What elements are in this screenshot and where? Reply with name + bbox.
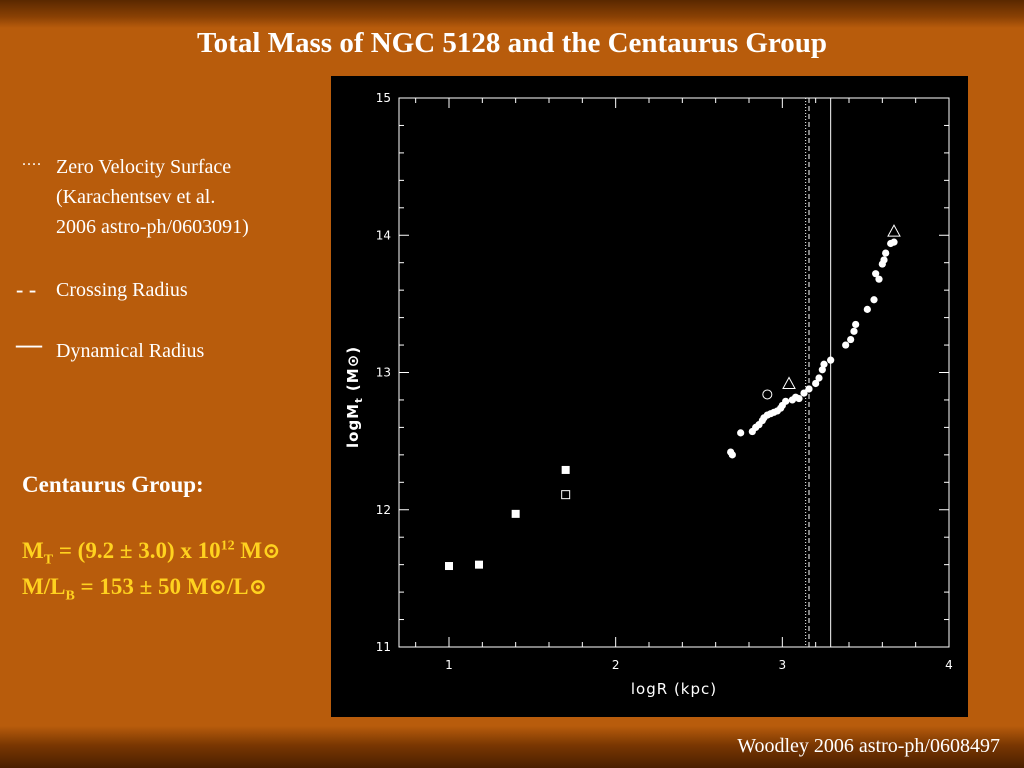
filled-circle-point — [728, 451, 736, 459]
filled-circle-point — [870, 296, 878, 304]
filled-circle-point — [847, 335, 855, 344]
y-tick-label: 15 — [376, 91, 391, 105]
filled-circle-point — [812, 379, 820, 388]
ml-value: = 153 ± 50 M — [74, 574, 209, 599]
y-tick-label: 12 — [376, 503, 391, 517]
filled-circle-point — [795, 394, 803, 403]
legend-dotted-symbol: .... — [22, 152, 42, 169]
mass-unit: M — [234, 538, 263, 563]
filled-circle-point — [815, 374, 823, 382]
open-triangle-point — [887, 224, 901, 237]
filled-circle-point — [852, 320, 860, 329]
slide-title: Total Mass of NGC 5128 and the Centaurus… — [196, 27, 828, 59]
group-heading: Centaurus Group: — [22, 472, 204, 497]
x-tick-label: 4 — [945, 658, 953, 672]
mass-to-light-line: M/LB = 153 ± 50 M⊙/L⊙ — [22, 574, 267, 605]
mass-sub: T — [43, 552, 54, 568]
x-tick-label: 2 — [612, 658, 620, 672]
ml-sub: B — [65, 588, 75, 604]
filled-circle-point — [863, 305, 871, 313]
sun-symbol: ⊙ — [262, 538, 281, 563]
legend-item-crossing-radius: Crossing Radius — [56, 275, 188, 305]
x-axis-label: logR (kpc) — [631, 680, 717, 698]
sun-symbol: ⊙ — [248, 574, 268, 599]
legend-text-line: Zero Velocity Surface — [56, 156, 232, 178]
legend-text-line: 2006 astro-ph/0603091) — [56, 216, 249, 238]
data-points — [445, 224, 901, 571]
top-gradient-band — [0, 0, 1024, 28]
filled-circle-point — [782, 397, 790, 405]
filled-circle-point — [880, 256, 888, 264]
y-tick-label: 14 — [376, 228, 391, 242]
open-circle-point — [762, 389, 773, 400]
sun-symbol: ⊙ — [208, 574, 227, 599]
x-tick-label: 1 — [445, 658, 453, 672]
filled-circle-point — [872, 270, 880, 278]
mass-value: = (9.2 ± 3.0) x 10 — [53, 538, 221, 563]
y-tick-label: 11 — [376, 640, 391, 654]
filled-circle-point — [805, 385, 813, 393]
y-axis-label-unit: (M⊙) — [344, 346, 362, 391]
svg-text:logMt(M⊙): logMt (M⊙) — [344, 346, 365, 448]
y-axis-label-sub: t — [354, 397, 365, 403]
filled-square-point — [561, 465, 570, 474]
filled-square-point — [475, 560, 483, 569]
bottom-gradient-band — [0, 726, 1024, 768]
filled-circle-point — [882, 249, 890, 257]
radius-lines — [805, 98, 832, 647]
chart-panel: 1 2 3 4 11 12 13 14 15 logR (kpc) logMt(M⊙) — [331, 76, 968, 717]
filled-circle-point — [875, 275, 883, 283]
mass-exponent: 12 — [220, 538, 235, 554]
legend-item-zero-velocity: Zero Velocity Surface (Karachentsev et a… — [56, 152, 249, 242]
open-square-point — [561, 490, 571, 500]
filled-square-point — [511, 509, 520, 518]
open-triangle-point — [782, 376, 796, 389]
filled-circle-point — [890, 238, 898, 246]
ml-prefix: M/L — [22, 574, 66, 599]
y-axis-label-group: logMt (M⊙) — [344, 346, 365, 448]
legend-item-dynamical-radius: Dynamical Radius — [56, 336, 204, 366]
y-axis-label: logM — [344, 403, 362, 448]
legend-text-line: (Karachentsev et al. — [56, 186, 216, 208]
x-tick-label: 3 — [779, 658, 787, 672]
total-mass-line: MT = (9.2 ± 3.0) x 1012 M⊙ — [22, 538, 281, 569]
filled-circle-point — [737, 429, 745, 437]
filled-square-point — [445, 562, 453, 571]
y-tick-label: 13 — [376, 366, 391, 380]
filled-circle-point — [818, 366, 826, 374]
filled-circle-point — [820, 360, 828, 368]
filled-circle-point — [800, 389, 808, 397]
legend-text-line: Crossing Radius — [56, 279, 188, 301]
mass-prefix: M — [22, 538, 44, 563]
slide-footer: Woodley 2006 astro-ph/0608497 — [737, 735, 1000, 757]
filled-circle-point — [842, 341, 850, 349]
legend-solid-symbol: — — [16, 330, 42, 359]
legend-dashed-symbol: - - — [16, 277, 37, 302]
legend-text-line: Dynamical Radius — [56, 340, 205, 362]
filled-circle-point — [827, 356, 835, 364]
filled-circle-point — [850, 327, 858, 335]
ml-separator: /L — [226, 574, 249, 599]
